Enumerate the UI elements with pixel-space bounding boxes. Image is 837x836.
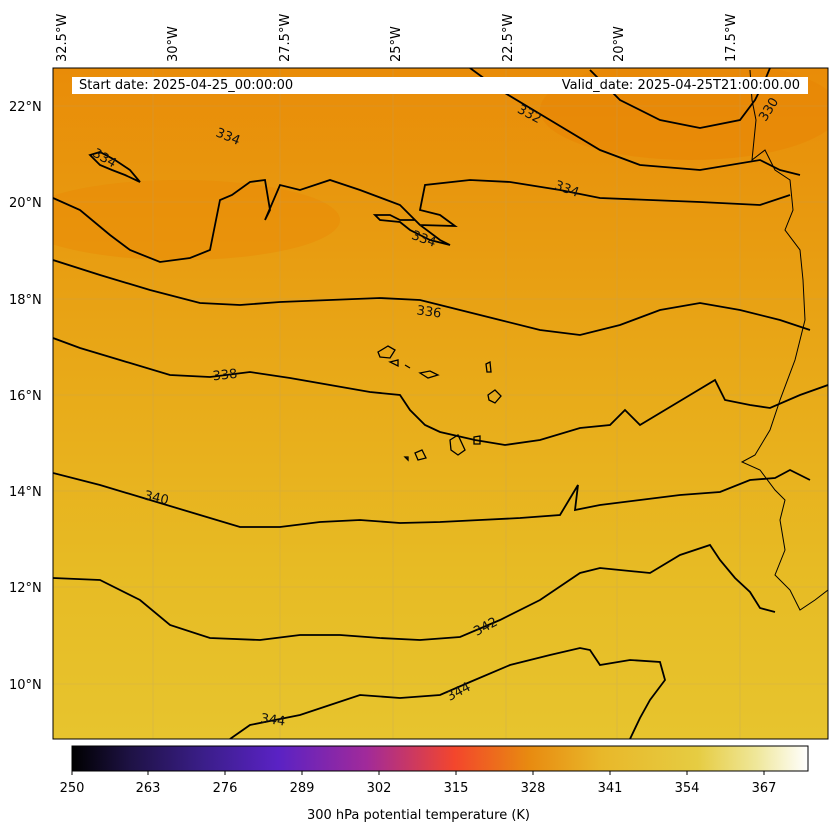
- cbar-tick-276: 276: [213, 781, 238, 796]
- colorbar-tick-labels: 250 263 276 289 302 315 328 341 354 367: [60, 781, 777, 796]
- colorbar-label: 300 hPa potential temperature (K): [306, 808, 530, 823]
- lat-label-10n: 10°N: [9, 678, 42, 693]
- valid-date-label: Valid_date: 2025-04-25T21:00:00.00: [561, 78, 800, 93]
- contour-340: [53, 468, 811, 528]
- colorbar-ticks: [71, 771, 765, 775]
- cbar-tick-328: 328: [521, 781, 546, 796]
- lat-label-18n: 18°N: [9, 293, 42, 308]
- start-date-label: Start date: 2025-04-25_00:00:00: [79, 78, 294, 93]
- contour-332: [469, 68, 801, 176]
- cbar-tick-302: 302: [367, 781, 392, 796]
- cbar-tick-263: 263: [136, 781, 161, 796]
- cbar-tick-250: 250: [60, 781, 85, 796]
- warm-band-top: [540, 68, 828, 160]
- lat-label-14n: 14°N: [9, 485, 42, 500]
- contour-334-north: [88, 151, 141, 183]
- lat-label-12n: 12°N: [9, 581, 42, 596]
- contour-label-338: 338: [212, 367, 238, 385]
- latitude-labels: 22°N 20°N 18°N 16°N 14°N 12°N 10°N: [9, 100, 42, 693]
- cbar-tick-315: 315: [444, 781, 469, 796]
- contour-336: [53, 259, 811, 336]
- contour-label-344-b: 344: [260, 711, 287, 729]
- contour-334-mid: [53, 178, 791, 263]
- longitude-labels: 32.5°W 30°W 27.5°W 25°W 22.5°W 20°W 17.5…: [55, 14, 739, 62]
- contour-label-340: 340: [142, 488, 170, 508]
- cbar-tick-367: 367: [752, 781, 777, 796]
- warm-band-left: [53, 180, 340, 260]
- cbar-tick-354: 354: [675, 781, 700, 796]
- lon-label-25w: 25°W: [389, 26, 404, 62]
- lon-label-20w: 20°W: [612, 26, 627, 62]
- lon-label-27-5w: 27.5°W: [278, 14, 293, 62]
- lat-label-16n: 16°N: [9, 389, 42, 404]
- cbar-tick-289: 289: [290, 781, 315, 796]
- lon-label-30w: 30°W: [166, 26, 181, 62]
- temperature-field: [53, 68, 828, 739]
- contour-338: [53, 337, 828, 446]
- lat-label-20n: 20°N: [9, 196, 42, 211]
- contour-lines: [53, 68, 828, 739]
- lat-label-22n: 22°N: [9, 100, 42, 115]
- lon-label-22-5w: 22.5°W: [501, 14, 516, 62]
- colorbar: [71, 745, 809, 772]
- contour-344: [229, 647, 666, 739]
- header-bar: Start date: 2025-04-25_00:00:00 Valid_da…: [72, 77, 808, 94]
- contour-label-336: 336: [416, 303, 443, 321]
- contour-342: [53, 543, 776, 641]
- cbar-tick-341: 341: [598, 781, 623, 796]
- africa-coastline: [740, 69, 828, 611]
- lon-label-17-5w: 17.5°W: [724, 14, 739, 62]
- lon-label-32-5w: 32.5°W: [55, 14, 70, 62]
- map-frame: [52, 67, 829, 740]
